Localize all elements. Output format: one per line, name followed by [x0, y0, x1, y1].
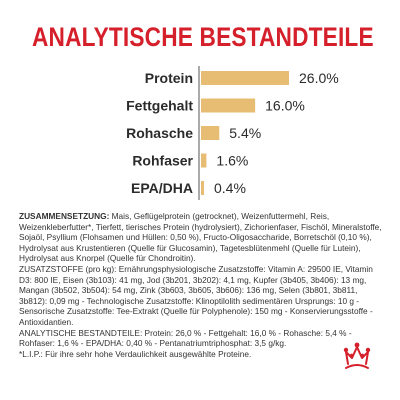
bar — [201, 126, 220, 140]
royal-canin-crown-logo — [343, 342, 371, 369]
page-title: ANALYTISCHE BESTANDTEILE — [32, 22, 374, 52]
bar — [201, 153, 207, 168]
value-label: 26.0% — [299, 70, 339, 86]
category-label: EPA/DHA — [131, 180, 193, 196]
value-label: 1.6% — [216, 153, 248, 169]
bar — [201, 181, 204, 195]
value-label: 0.4% — [214, 180, 246, 196]
category-label: Rohfaser — [132, 153, 193, 169]
value-label: 16.0% — [265, 98, 305, 114]
composition-label: ZUSAMMENSETZUNG: — [19, 211, 110, 221]
category-label: Fettgehalt — [126, 98, 193, 114]
composition-text: Mais, Geflügelprotein (getrocknet), Weiz… — [19, 211, 382, 264]
category-label: Rohasche — [126, 125, 193, 141]
additives-text: ZUSATZSTOFFE (pro kg): Ernährungsphysiol… — [19, 263, 373, 327]
nutrient-bar-chart: Protein Fettgehalt Rohasche Rohfaser EPA/DHA… — [126, 66, 339, 200]
value-label: 5.4% — [229, 125, 261, 141]
composition-section: ZUSAMMENSETZUNG: Mais, Geflügelprotein (… — [19, 211, 383, 359]
bar — [201, 98, 256, 113]
footnote-text: *L.I.P.: Für ihre sehr hohe Verdaulichke… — [19, 348, 252, 359]
analytics-text: ANALYTISCHE BESTANDTEILE: Protein: 26,0 … — [19, 327, 352, 349]
category-label: Protein — [145, 70, 193, 86]
bar — [201, 71, 289, 85]
